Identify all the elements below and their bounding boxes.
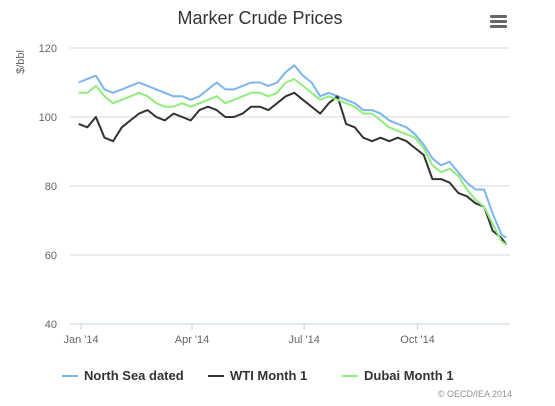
legend-item-north-sea-dated[interactable]: North Sea dated — [62, 368, 184, 383]
y-axis-label: $/bbl — [15, 50, 27, 74]
y-tick-label: 120 — [39, 43, 57, 55]
legend-label: Dubai Month 1 — [364, 368, 454, 383]
x-tick-label: Jan '14 — [64, 334, 99, 346]
legend-item-wti-month-1[interactable]: WTI Month 1 — [208, 368, 307, 383]
y-tick-label: 60 — [45, 250, 57, 262]
legend-label: North Sea dated — [84, 368, 184, 383]
legend-item-dubai-month-1[interactable]: Dubai Month 1 — [342, 368, 454, 383]
hamburger-menu-icon[interactable] — [490, 15, 507, 28]
y-tick-label: 100 — [39, 112, 57, 124]
x-tick-label: Apr '14 — [175, 334, 210, 346]
y-tick-label: 80 — [45, 181, 57, 193]
x-tick-label: Jul '14 — [288, 334, 319, 346]
y-axis-ticks: 40 60 80 100 120 — [39, 43, 57, 331]
chart-title: Marker Crude Prices — [177, 8, 342, 28]
y-tick-label: 40 — [45, 319, 57, 331]
series-lines — [78, 64, 508, 246]
series-line-wti-month-1 — [78, 91, 508, 246]
x-tick-label: Oct '14 — [400, 334, 435, 346]
chart-menu-button[interactable] — [484, 10, 512, 34]
legend-label: WTI Month 1 — [230, 368, 307, 383]
grid-lines — [70, 47, 510, 325]
credit-text: © OECD/IEA 2014 — [438, 389, 512, 399]
series-line-dubai-month-1 — [78, 78, 507, 246]
x-axis: Jan '14 Apr '14 Jul '14 Oct '14 — [64, 323, 510, 346]
series-line-north-sea-dated — [78, 64, 507, 239]
legend: North Sea dated WTI Month 1 Dubai Month 1 — [62, 368, 454, 383]
